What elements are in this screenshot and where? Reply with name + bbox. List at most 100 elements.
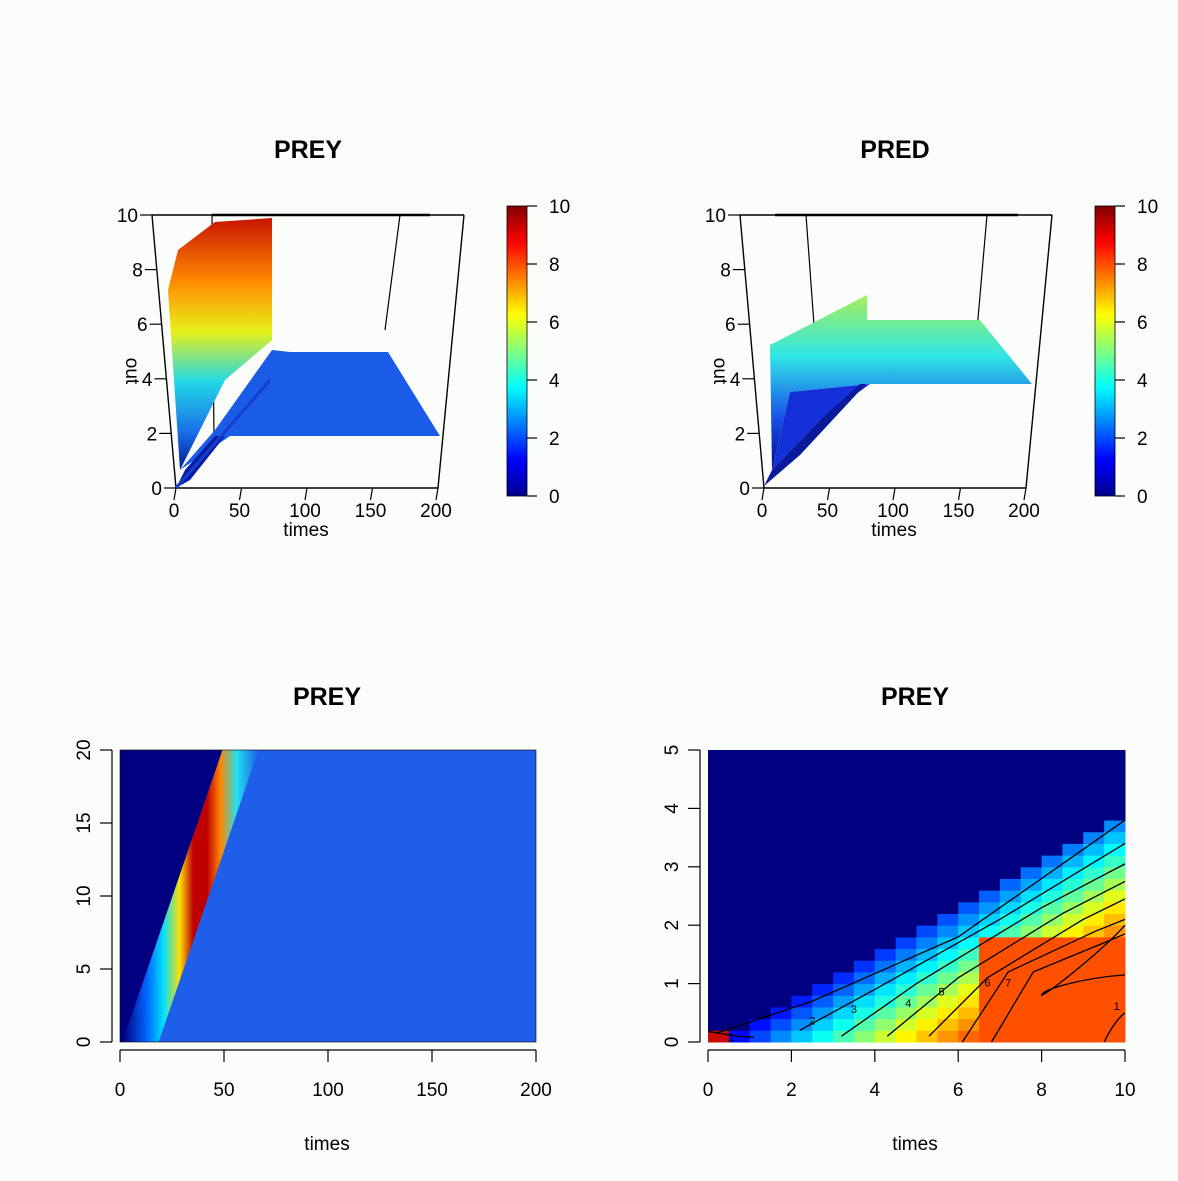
- heatmap-cell: [958, 971, 980, 985]
- contour-label: 7: [1005, 978, 1011, 990]
- z-axis-label: out: [709, 358, 730, 385]
- heatmap-cell: [937, 913, 959, 926]
- heatmap-cell: [895, 866, 917, 879]
- heatmap-cell: [1104, 796, 1126, 809]
- heatmap-cell: [1041, 820, 1063, 833]
- heatmap-cell: [958, 983, 980, 996]
- heatmap-cell: [895, 750, 917, 763]
- heatmap-cell: [874, 750, 897, 763]
- heatmap-cell: [770, 843, 792, 856]
- heatmap-cell: [937, 971, 959, 985]
- heatmap-cell: [874, 785, 897, 798]
- heatmap-cell: [791, 761, 813, 774]
- heatmap-cell: [770, 855, 792, 868]
- heatmap-cell: [1104, 761, 1126, 774]
- z-tick-label: 6: [137, 315, 148, 336]
- heatmap-cell: [728, 855, 751, 868]
- heatmap-cell: [812, 1006, 834, 1020]
- colorbar-tick-label: 8: [549, 255, 560, 276]
- heatmap-cell: [1062, 1018, 1084, 1031]
- heatmap-cell: [1041, 936, 1063, 950]
- heatmap-cell: [1083, 773, 1105, 786]
- heatmap-cell: [1020, 808, 1043, 821]
- heatmap-cell: [1020, 761, 1043, 774]
- heatmap-cell: [812, 960, 834, 973]
- y-axis: 0 1 2 3 4 5: [662, 745, 701, 1047]
- heatmap-cell: [728, 960, 751, 973]
- heatmap-cell: [895, 1018, 917, 1031]
- heatmap-cell: [708, 936, 730, 950]
- heatmap-cell: [874, 913, 897, 926]
- x-tick: [435, 487, 439, 501]
- x-axis: 0 2 4 6 8 10: [703, 1049, 1136, 1101]
- heatmap-cell: [1041, 1006, 1063, 1020]
- heatmap-cell: [853, 1018, 876, 1031]
- heatmap-cell: [999, 866, 1022, 879]
- heatmap-cell: [874, 948, 897, 961]
- heatmap-cell: [708, 820, 730, 833]
- heatmap-cell: [937, 855, 959, 868]
- heatmap-cell: [728, 971, 751, 985]
- heatmap-cell: [770, 995, 792, 1008]
- heatmap-cell: [916, 960, 938, 973]
- heatmap-cell: [999, 878, 1022, 891]
- heatmap-cell: [1062, 820, 1084, 833]
- heatmap-cell: [874, 808, 897, 821]
- x-tick: [173, 487, 177, 501]
- x-tick-label: 150: [355, 501, 387, 522]
- heatmap-cell: [791, 995, 813, 1008]
- heatmap-cell: [749, 866, 772, 879]
- heatmap-cell: [979, 901, 1001, 915]
- heatmap-cell: [708, 796, 730, 809]
- heatmap-cell: [812, 855, 834, 868]
- heatmap-cell: [999, 936, 1022, 950]
- heatmap-cell: [708, 1018, 730, 1031]
- heatmap-cell: [979, 808, 1001, 821]
- heatmap-cell: [1020, 936, 1043, 950]
- heatmap-cell: [1020, 773, 1043, 786]
- heatmap-cell: [999, 796, 1022, 809]
- heatmap-cell: [916, 936, 938, 950]
- heatmap-cell: [958, 808, 980, 821]
- z-axis: 0 2 4 6 8 10: [705, 206, 764, 500]
- heatmap-cell: [853, 1006, 876, 1020]
- surface-front-edge: [764, 384, 866, 486]
- z-tick-label: 10: [705, 206, 726, 227]
- heatmap-cell: [937, 1006, 959, 1020]
- colorbar-tick-label: 10: [549, 197, 570, 218]
- heatmap-cell: [728, 761, 751, 774]
- heatmap-cell: [791, 890, 813, 903]
- y-tick-label: 3: [662, 862, 683, 873]
- heatmap-cell: [999, 913, 1022, 926]
- heatmap-cell: [1041, 773, 1063, 786]
- x-tick-label: 100: [877, 501, 909, 522]
- heatmap-cell: [853, 866, 876, 879]
- heatmap-cell: [1041, 948, 1063, 961]
- heatmap-cell: [999, 785, 1022, 798]
- heatmap-cell: [1062, 761, 1084, 774]
- heatmap-cell: [1020, 890, 1043, 903]
- heatmap-cell: [791, 971, 813, 985]
- heatmap-cell: [958, 773, 980, 786]
- heatmap-cell: [728, 1018, 751, 1031]
- heatmap-cell: [1104, 913, 1126, 926]
- surface-front-slope: [772, 384, 870, 470]
- heatmap-cell: [895, 796, 917, 809]
- heatmap-cell: [749, 773, 772, 786]
- heatmap-cell: [791, 1018, 813, 1031]
- heatmap-cell: [791, 866, 813, 879]
- heatmap-cell: [812, 843, 834, 856]
- heatmap-cell: [874, 925, 897, 938]
- heatmap-cell: [1041, 878, 1063, 891]
- colorbar-axis: 0 2 4 6 8 10: [527, 197, 570, 508]
- heatmap-cell: [999, 1018, 1022, 1031]
- heatmap-cell: [979, 785, 1001, 798]
- heatmap-cell: [979, 773, 1001, 786]
- heatmap-cell: [791, 878, 813, 891]
- heatmap-cell: [874, 1018, 897, 1031]
- x-tick-label: 6: [953, 1080, 964, 1101]
- heatmap-cell: [916, 901, 938, 915]
- heatmap-cell: [708, 948, 730, 961]
- colorbar-tick-label: 10: [1137, 197, 1158, 218]
- heatmap-cell: [958, 1018, 980, 1031]
